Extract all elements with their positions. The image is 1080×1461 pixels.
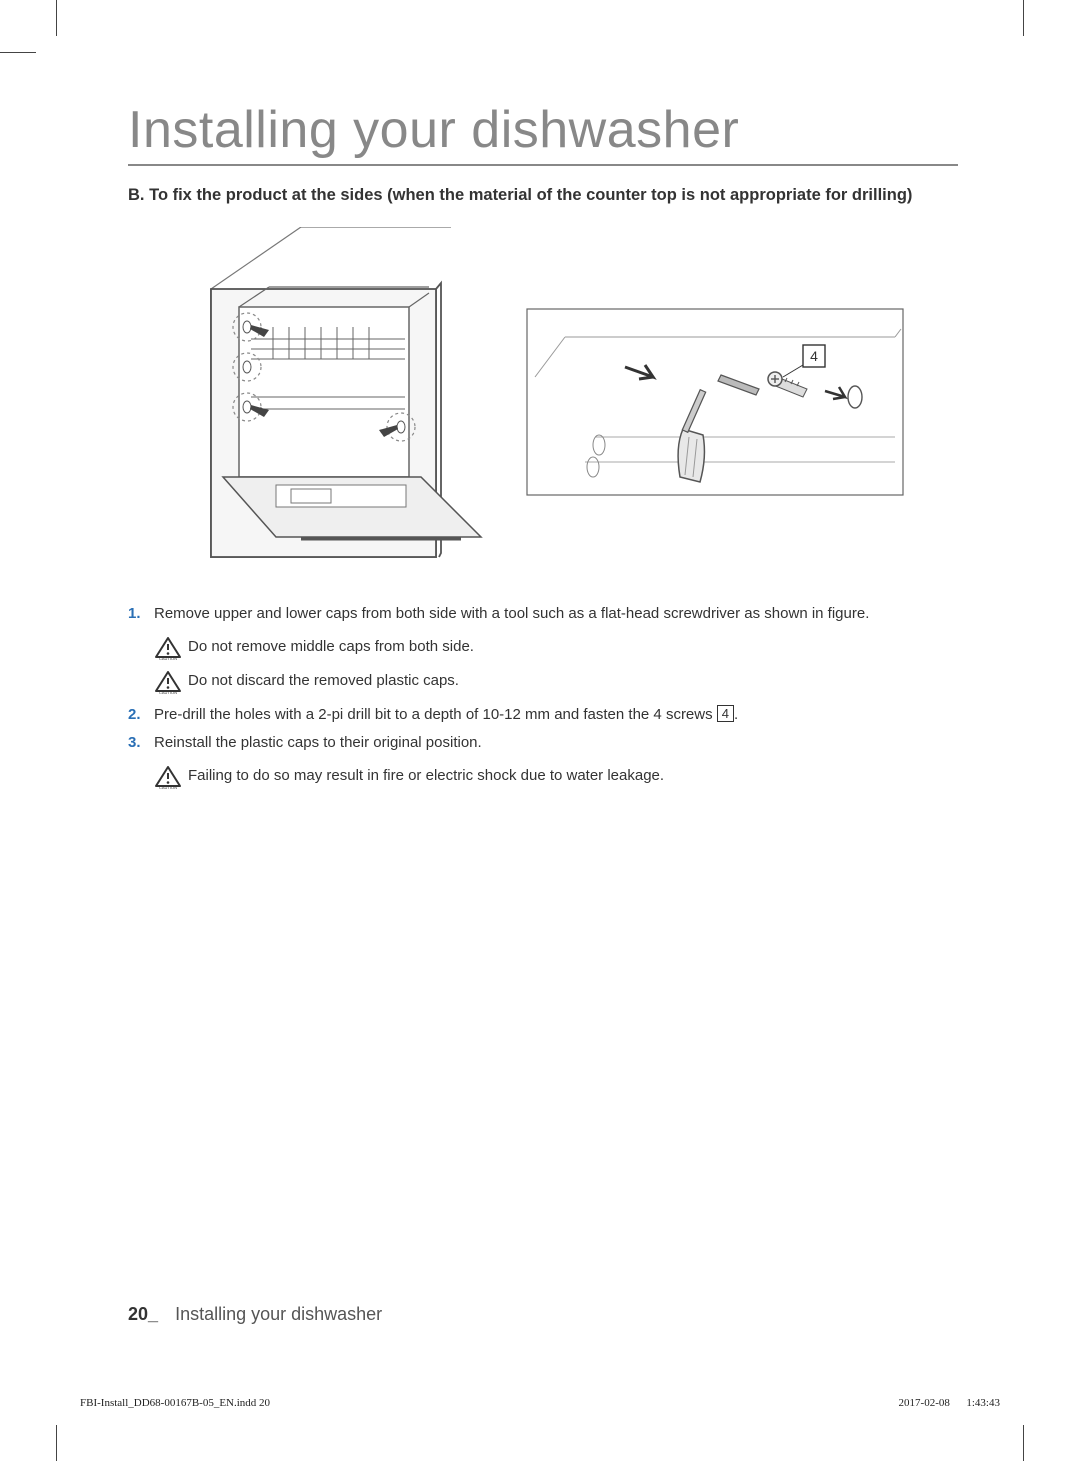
footer-section: Installing your dishwasher [175, 1304, 382, 1324]
step-body: Remove upper and lower caps from both si… [154, 603, 958, 698]
caution-text: Do not discard the removed plastic caps. [188, 670, 459, 693]
step-text-before: Pre-drill the holes with a 2-pi drill bi… [154, 706, 717, 723]
caution-row: CAUTION Failing to do so may result in f… [154, 765, 958, 789]
ref-label: 4 [810, 348, 818, 364]
screwdriver-detail-diagram: 4 [525, 307, 905, 497]
step-body: Reinstall the plastic caps to their orig… [154, 732, 958, 793]
step-list: 1. Remove upper and lower caps from both… [128, 603, 958, 793]
step-text-after: . [734, 706, 738, 723]
step-item: 2. Pre-drill the holes with a 2-pi drill… [128, 704, 958, 727]
svg-text:CAUTION: CAUTION [159, 656, 177, 660]
step-item: 1. Remove upper and lower caps from both… [128, 603, 958, 698]
step-number: 3. [128, 732, 154, 793]
page-number: 20_ [128, 1304, 158, 1324]
caution-text: Do not remove middle caps from both side… [188, 636, 474, 659]
crop-mark [1023, 0, 1024, 36]
step-item: 3. Reinstall the plastic caps to their o… [128, 732, 958, 793]
step-text: Remove upper and lower caps from both si… [154, 605, 869, 622]
page-footer: 20_ Installing your dishwasher [128, 1304, 382, 1325]
figure-row: 4 [128, 227, 958, 577]
caution-icon: CAUTION [154, 765, 182, 789]
crop-mark [0, 52, 36, 53]
svg-text:CAUTION: CAUTION [159, 785, 177, 789]
step-number: 1. [128, 603, 154, 698]
meta-file: FBI-Install_DD68-00167B-05_EN.indd 20 [80, 1397, 270, 1409]
meta-timestamp: 2017-02-08 1:43:43 [899, 1397, 1000, 1409]
step-number: 2. [128, 704, 154, 727]
ref-box: 4 [717, 705, 734, 723]
step-body: Pre-drill the holes with a 2-pi drill bi… [154, 704, 958, 727]
caution-icon: CAUTION [154, 636, 182, 660]
caution-row: CAUTION Do not discard the removed plast… [154, 670, 958, 694]
caution-text: Failing to do so may result in fire or e… [188, 765, 664, 788]
crop-mark [1023, 1425, 1024, 1461]
subheading: B. To fix the product at the sides (when… [128, 184, 958, 207]
crop-mark [56, 0, 57, 36]
dishwasher-diagram [181, 227, 501, 577]
footer-meta: FBI-Install_DD68-00167B-05_EN.indd 20 20… [80, 1397, 1000, 1409]
page-content: Installing your dishwasher B. To fix the… [128, 100, 958, 799]
step-text: Reinstall the plastic caps to their orig… [154, 734, 482, 751]
crop-mark [56, 1425, 57, 1461]
svg-text:CAUTION: CAUTION [159, 690, 177, 694]
caution-row: CAUTION Do not remove middle caps from b… [154, 636, 958, 660]
caution-icon: CAUTION [154, 670, 182, 694]
page-title: Installing your dishwasher [128, 100, 958, 166]
